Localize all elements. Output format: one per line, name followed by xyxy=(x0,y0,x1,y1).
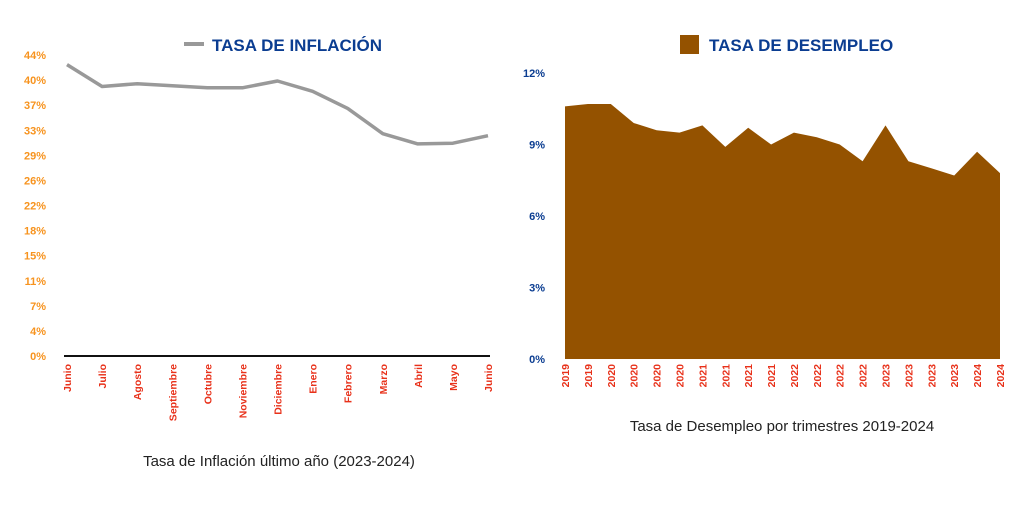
inflation-y-tick-label: 15% xyxy=(24,251,46,263)
inflation-x-tick-label: Enero xyxy=(308,364,320,394)
inflation-chart: TASA DE INFLACIÓN 0% 4% 7% 11% 15% 18% 22% 26% 2… xyxy=(24,36,495,470)
inflation-x-tick-label: Agosto xyxy=(132,364,144,400)
unemployment-x-tick-label: 2024 xyxy=(972,364,984,388)
inflation-y-tick-label: 26% xyxy=(24,175,46,187)
unemployment-x-tick-label: 2024 xyxy=(995,364,1007,388)
inflation-y-tick-label: 0% xyxy=(30,351,46,363)
inflation-x-tick-label: Julio xyxy=(97,364,109,389)
unemployment-legend-label: TASA DE DESEMPLEO xyxy=(709,36,893,55)
inflation-y-tick-label: 18% xyxy=(24,226,46,238)
inflation-y-tick-label: 37% xyxy=(24,100,46,112)
inflation-x-tick-label: Marzo xyxy=(378,364,390,394)
unemployment-x-tick-label: 2020 xyxy=(606,364,618,388)
unemployment-chart: TASA DE DESEMPLEO 0%3%6%9%12% 2019 2019 20… xyxy=(523,35,1007,435)
inflation-y-tick-label: 4% xyxy=(30,326,46,338)
inflation-y-tick-label: 40% xyxy=(24,75,46,87)
inflation-x-axis: Junio Julio Agosto Septiembre Octubre Noviemb… xyxy=(62,364,495,421)
unemployment-x-tick-label: 2023 xyxy=(881,364,893,388)
unemployment-y-tick-label: 12% xyxy=(523,68,545,80)
unemployment-x-tick-label: 2022 xyxy=(789,364,801,388)
inflation-x-tick-label: Octubre xyxy=(202,364,214,404)
inflation-x-tick-label: Abril xyxy=(413,364,425,388)
unemployment-y-axis: 0% 3% 6% 9% 12% xyxy=(523,68,545,366)
inflation-x-tick-label: Junio xyxy=(62,364,74,392)
unemployment-y-tick-label: 6% xyxy=(529,211,545,223)
unemployment-x-axis: 2019 2019 2020 2020 2020 2020 2021 2021 2021 2021… xyxy=(560,364,1007,388)
inflation-x-tick-label: Noviembre xyxy=(237,364,249,418)
inflation-x-tick-label: Mayo xyxy=(448,364,460,391)
unemployment-y-tick-label: 3% xyxy=(529,283,545,295)
unemployment-legend-swatch xyxy=(680,35,699,54)
inflation-y-tick-label: 7% xyxy=(30,301,46,313)
inflation-y-tick-label: 22% xyxy=(24,201,46,213)
inflation-caption: Tasa de Inflación último año (2023-2024) xyxy=(143,453,415,470)
unemployment-x-tick-label: 2021 xyxy=(766,364,778,388)
unemployment-x-tick-label: 2021 xyxy=(743,364,755,388)
unemployment-x-tick-label: 2020 xyxy=(652,364,664,388)
inflation-y-tick-label: 44% xyxy=(24,50,46,62)
unemployment-x-tick-label: 2022 xyxy=(858,364,870,388)
inflation-x-tick-label: Septiembre xyxy=(167,364,179,421)
unemployment-x-tick-label: 2023 xyxy=(903,364,915,388)
inflation-y-tick-label: 33% xyxy=(24,125,46,137)
unemployment-x-tick-label: 2020 xyxy=(629,364,641,388)
unemployment-x-tick-label: 2019 xyxy=(583,364,595,388)
unemployment-x-tick-label: 2022 xyxy=(835,364,847,388)
inflation-x-tick-label: Febrero xyxy=(343,364,355,403)
unemployment-x-tick-label: 2019 xyxy=(560,364,572,388)
unemployment-x-tick-label: 2021 xyxy=(720,364,732,388)
unemployment-x-tick-label: 2021 xyxy=(697,364,709,388)
unemployment-x-tick-label: 2023 xyxy=(926,364,938,388)
inflation-x-tick-label: Junio xyxy=(483,364,495,392)
unemployment-y-tick-label: 9% xyxy=(529,140,545,152)
unemployment-x-tick-label: 2023 xyxy=(949,364,961,388)
inflation-y-axis: 0% 4% 7% 11% 15% 18% 22% 26% 29% 33% 37% 40% 44% xyxy=(24,50,46,363)
inflation-y-tick-label: 29% xyxy=(24,150,46,162)
inflation-series-line xyxy=(66,63,489,146)
inflation-x-tick-label: Diciembre xyxy=(273,364,285,415)
unemployment-caption: Tasa de Desempleo por trimestres 2019-20… xyxy=(630,418,934,435)
unemployment-y-tick-label: 0% xyxy=(529,354,545,366)
inflation-y-tick-label: 11% xyxy=(25,276,47,288)
unemployment-x-tick-label: 2022 xyxy=(812,364,824,388)
unemployment-series-area xyxy=(565,104,1000,359)
unemployment-x-tick-label: 2020 xyxy=(674,364,686,388)
inflation-legend-label: TASA DE INFLACIÓN xyxy=(212,36,382,55)
